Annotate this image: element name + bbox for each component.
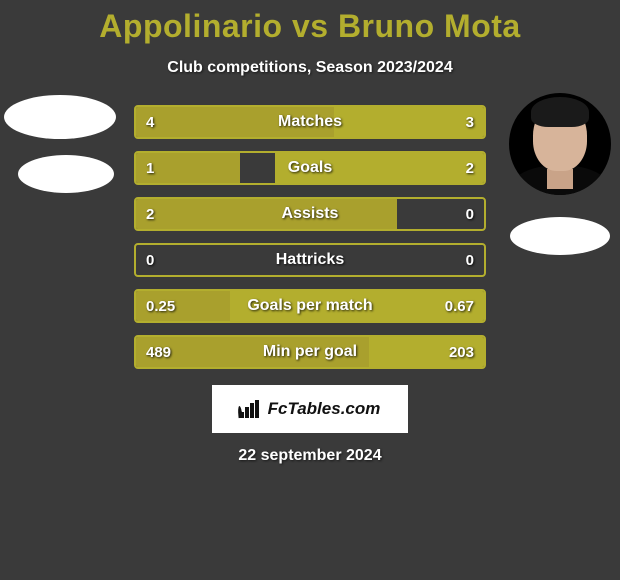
branding-text: FcTables.com (268, 399, 381, 419)
stat-fill-right (275, 153, 484, 183)
player-left-badge-placeholder (18, 155, 114, 193)
stat-fill-right (369, 337, 484, 367)
stat-fill-right (230, 291, 484, 321)
player-left-avatar-placeholder (4, 95, 116, 139)
stat-fill-left (136, 199, 397, 229)
stat-row: Matches43 (134, 105, 486, 139)
date-line: 22 september 2024 (0, 447, 620, 465)
stat-fill-right (334, 107, 484, 137)
branding-logo-icon (240, 400, 262, 418)
stat-value-right: 0 (466, 245, 474, 275)
stat-fill-left (136, 291, 230, 321)
stat-fill-left (136, 153, 240, 183)
stat-row: Min per goal489203 (134, 335, 486, 369)
player-right-badge-placeholder (510, 217, 610, 255)
branding-badge: FcTables.com (212, 385, 408, 433)
stat-row: Assists20 (134, 197, 486, 231)
stat-fill-left (136, 337, 369, 367)
player-right-avatar (509, 93, 611, 195)
page-title: Appolinario vs Bruno Mota (0, 0, 620, 45)
stat-row: Hattricks0 0 (134, 243, 486, 277)
player-right-column (500, 105, 620, 255)
subtitle: Club competitions, Season 2023/2024 (0, 59, 620, 77)
stat-row: Goals per match0.250.67 (134, 289, 486, 323)
player-left-column (0, 105, 120, 193)
comparison-content: Matches43Goals12Assists20Hattricks00Goal… (0, 105, 620, 465)
stat-value-right: 0 (466, 199, 474, 229)
stats-bars: Matches43Goals12Assists20Hattricks00Goal… (134, 105, 486, 369)
stat-row: Goals12 (134, 151, 486, 185)
stat-fill-left (136, 107, 334, 137)
stat-label: Hattricks (136, 245, 484, 275)
stat-value-left: 0 (146, 245, 154, 275)
